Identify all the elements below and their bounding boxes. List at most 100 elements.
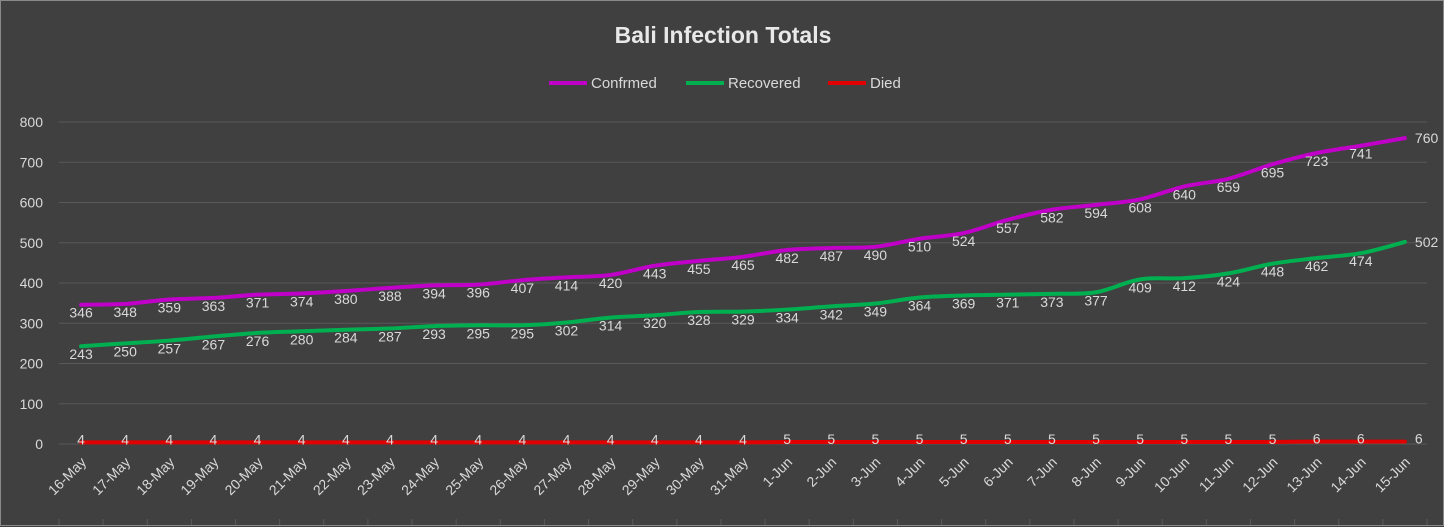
data-label-confirmed: 510 <box>908 239 932 255</box>
x-tick-label: 10-Jun <box>1151 454 1193 496</box>
data-label-died: 4 <box>474 431 482 447</box>
x-tick-label: 23-May <box>354 454 398 498</box>
data-label-recovered: 369 <box>952 295 976 311</box>
x-axis: 16-May 17-May 18-May 19-May 20-May 21-May 22-M… <box>45 454 1428 525</box>
data-label-died: 5 <box>871 431 879 447</box>
x-tick-label: 30-May <box>663 454 707 498</box>
data-label-recovered: 412 <box>1173 278 1197 294</box>
data-label-died: 4 <box>518 431 526 447</box>
data-label-recovered: 364 <box>908 297 932 313</box>
x-tick-label: 25-May <box>442 454 486 498</box>
data-label-recovered: 448 <box>1261 264 1285 280</box>
x-tick-label: 18-May <box>133 454 177 498</box>
data-label-recovered: 377 <box>1084 292 1108 308</box>
y-tick-label: 500 <box>20 235 44 251</box>
data-label-recovered: 373 <box>1040 294 1064 310</box>
x-tick-label: 6-Jun <box>980 454 1016 490</box>
data-label-recovered: 280 <box>290 331 314 347</box>
data-label-died: 5 <box>783 431 791 447</box>
data-label-died: 6 <box>1357 431 1365 447</box>
data-label-confirmed: 443 <box>643 266 667 282</box>
data-label-confirmed: 723 <box>1305 153 1329 169</box>
series-line-confrmed <box>79 136 1407 307</box>
data-label-recovered: 328 <box>687 312 711 328</box>
legend-label: Confrmed <box>591 75 657 92</box>
series-line-died <box>79 439 1407 445</box>
x-tick-label: 17-May <box>89 454 133 498</box>
data-label-died: 5 <box>1269 431 1277 447</box>
data-label-died: 4 <box>121 431 129 447</box>
data-label-recovered: 302 <box>555 322 579 338</box>
data-label-recovered: 349 <box>864 304 888 320</box>
data-label-recovered: 293 <box>422 326 446 342</box>
data-label-died: 5 <box>827 431 835 447</box>
data-label-confirmed: 760 <box>1415 130 1439 146</box>
data-label-confirmed: 455 <box>687 261 711 277</box>
data-label-recovered: 409 <box>1128 279 1152 295</box>
y-tick-label: 800 <box>20 114 44 130</box>
data-label-confirmed: 640 <box>1173 186 1197 202</box>
x-tick-label: 16-May <box>45 454 89 498</box>
y-tick-label: 100 <box>20 396 44 412</box>
data-label-died: 4 <box>739 431 747 447</box>
data-label-confirmed: 482 <box>775 250 799 266</box>
data-label-died: 4 <box>607 431 615 447</box>
data-label-recovered: 295 <box>467 325 491 341</box>
x-tick-label: 29-May <box>619 454 663 498</box>
y-tick-label: 600 <box>20 195 44 211</box>
data-label-recovered: 334 <box>775 310 799 326</box>
data-label-died: 5 <box>1180 431 1188 447</box>
series-line-recovered <box>79 239 1407 349</box>
data-label-confirmed: 465 <box>731 257 755 273</box>
data-label-confirmed: 524 <box>952 233 976 249</box>
x-tick-label: 11-Jun <box>1196 454 1237 495</box>
y-tick-label: 200 <box>20 356 44 372</box>
data-label-recovered: 257 <box>158 341 182 357</box>
x-tick-label: 3-Jun <box>847 454 883 490</box>
y-tick-label: 700 <box>20 154 44 170</box>
x-tick-label: 26-May <box>486 454 530 498</box>
data-label-confirmed: 380 <box>334 291 358 307</box>
data-label-recovered: 342 <box>820 306 844 322</box>
data-label-recovered: 502 <box>1415 234 1439 250</box>
x-tick-label: 8-Jun <box>1068 454 1104 490</box>
data-label-confirmed: 490 <box>864 247 888 263</box>
legend-label: Died <box>870 75 901 92</box>
x-tick-label: 4-Jun <box>892 454 928 490</box>
x-tick-label: 31-May <box>707 454 751 498</box>
data-label-confirmed: 594 <box>1084 205 1108 221</box>
data-label-died: 4 <box>651 431 659 447</box>
x-tick-label: 14-Jun <box>1327 454 1369 496</box>
data-label-confirmed: 407 <box>511 280 535 296</box>
x-tick-label: 19-May <box>177 454 221 498</box>
x-tick-label: 1-Jun <box>759 454 795 490</box>
data-label-died: 5 <box>1225 431 1233 447</box>
x-tick-label: 15-Jun <box>1371 454 1413 496</box>
chart-title: Bali Infection Totals <box>615 22 832 48</box>
data-label-confirmed: 420 <box>599 275 623 291</box>
data-label-confirmed: 388 <box>378 288 402 304</box>
data-label-confirmed: 608 <box>1128 199 1152 215</box>
data-label-confirmed: 363 <box>202 298 226 314</box>
y-tick-label: 0 <box>35 436 43 452</box>
y-axis: 0 100 200 300 400 500 600 700 800 <box>20 114 44 452</box>
data-label-recovered: 287 <box>378 328 402 344</box>
x-tick-label: 13-Jun <box>1283 454 1325 496</box>
data-label-recovered: 250 <box>114 343 138 359</box>
series-lines <box>79 136 1407 445</box>
legend-item-confrmed: Confrmed <box>549 75 657 92</box>
data-label-confirmed: 346 <box>69 305 93 321</box>
data-label-recovered: 320 <box>643 315 667 331</box>
data-label-confirmed: 659 <box>1217 179 1241 195</box>
x-tick-label: 7-Jun <box>1024 454 1060 490</box>
data-label-recovered: 371 <box>996 295 1020 311</box>
y-tick-label: 400 <box>20 275 44 291</box>
data-label-confirmed: 582 <box>1040 210 1064 226</box>
data-label-died: 4 <box>430 431 438 447</box>
data-label-died: 4 <box>77 431 85 447</box>
data-label-confirmed: 348 <box>114 304 138 320</box>
data-label-confirmed: 695 <box>1261 164 1285 180</box>
x-tick-label: 21-May <box>266 454 310 498</box>
data-label-died: 6 <box>1313 431 1321 447</box>
